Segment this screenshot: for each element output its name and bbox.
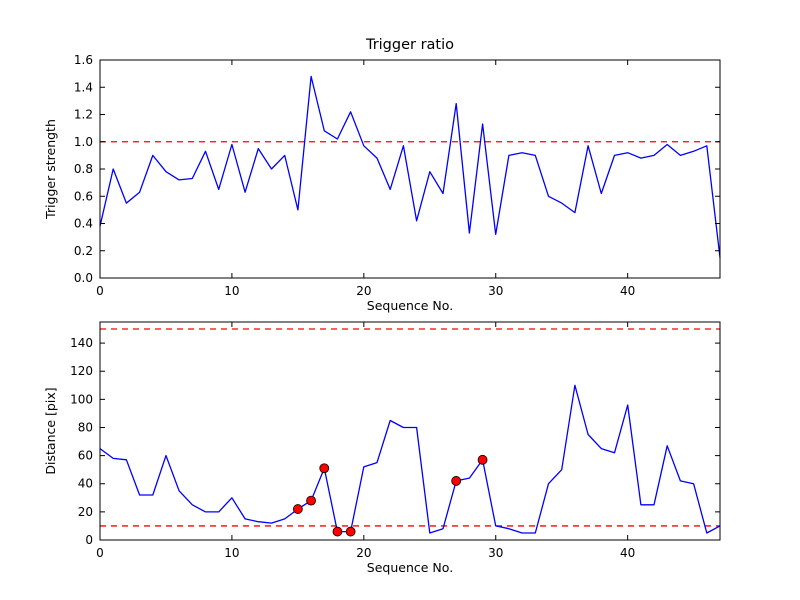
marker-point [292,504,303,514]
y-tick-label: 40 [78,477,93,491]
bottom-xaxis-label: Sequence No. [367,560,453,575]
y-tick-label: 0.2 [74,244,93,258]
marker-point [306,495,316,506]
y-tick-label: 120 [70,364,93,378]
y-tick-label: 1.0 [74,135,93,149]
top-chart-title: Trigger ratio [365,37,454,53]
y-tick-label: 0.8 [74,162,93,176]
top-yaxis-label: Trigger strength [43,119,58,220]
x-tick-label: 20 [356,546,371,560]
marker-point [345,526,356,537]
y-tick-label: 0.0 [74,271,93,285]
y-tick-label: 100 [70,392,93,406]
top-subplot: 0 10 20 30 40 0.0 0.2 0.4 0.6 0.8 1.0 1.2 1.4 1.6 [74,53,721,298]
x-tick-label: 0 [96,284,104,298]
y-tick-label: 0.6 [74,189,93,203]
x-tick-label: 0 [96,546,104,560]
x-tick-label: 30 [488,546,503,560]
axes-frame [99,321,721,541]
marker-point [332,526,343,537]
marker-point [477,454,488,465]
y-tick-label: 60 [78,449,93,463]
y-tick-label: 1.2 [74,108,93,122]
top-xaxis-label: Sequence No. [367,298,453,313]
x-tick-label: 40 [620,546,635,560]
bottom-yaxis-label: Distance [pix] [43,387,58,474]
y-tick-label: 1.6 [74,53,93,67]
marker-point [451,476,462,486]
data-line [99,384,721,534]
data-line [99,75,721,258]
x-tick-label: 10 [224,284,239,298]
bottom-subplot: 0 10 20 30 40 0 20 40 60 80 100 120 140 [70,321,721,560]
x-tick-label: 40 [620,284,635,298]
y-tick-label: 0 [85,533,93,547]
y-tick-label: 80 [78,420,93,434]
y-tick-label: 20 [78,505,93,519]
x-tick-label: 10 [224,546,239,560]
axes-frame [99,59,721,279]
y-tick-label: 0.4 [74,217,93,231]
marker-point [319,463,330,474]
y-tick-label: 1.4 [74,80,93,94]
y-tick-label: 140 [70,336,93,350]
x-tick-label: 20 [356,284,371,298]
x-tick-label: 30 [488,284,503,298]
